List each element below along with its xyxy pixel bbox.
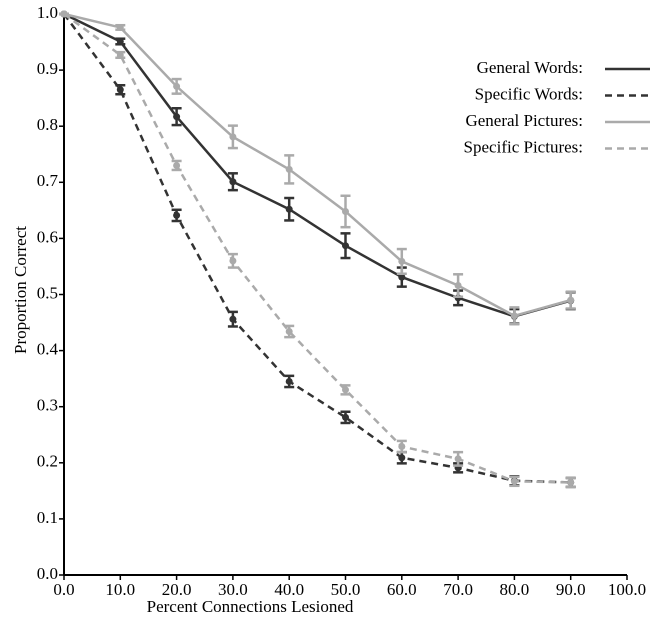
x-tick-label: 100.0 [608,580,646,599]
series-line [63,12,572,318]
point [398,257,406,265]
y-tick-label: 0.7 [37,171,59,190]
point [342,413,349,421]
point [229,178,237,186]
y-tick-label: 0.1 [37,508,58,527]
x-axis-label: Percent Connections Lesioned [147,597,354,616]
point [454,282,462,290]
x-tick-label: 50.0 [331,580,361,599]
series-line [63,12,572,318]
point [398,273,406,281]
x-tick-label: 40.0 [274,580,304,599]
x-tick-label: 20.0 [162,580,192,599]
x-tick-label: 70.0 [443,580,473,599]
x-tick-label: 80.0 [500,580,530,599]
y-tick-label: 1.0 [37,3,58,22]
x-tick-label: 0.0 [53,580,74,599]
point [173,82,181,90]
point [116,37,124,45]
point [285,377,293,385]
legend-label: Specific Words: [475,84,583,103]
y-tick-label: 0.9 [37,59,58,78]
y-tick-label: 0.5 [37,283,58,302]
point [510,477,518,485]
point [60,10,68,18]
y-tick-label: 0.6 [37,227,58,246]
legend-label: General Pictures: [465,111,583,130]
series-line [63,12,571,484]
point [285,328,293,336]
point [229,315,237,323]
point [116,23,124,31]
point [567,296,575,304]
point [173,161,181,169]
x-tick-label: 90.0 [556,580,586,599]
legend-label: Specific Pictures: [464,137,583,156]
y-axis-label: Proportion Correct [11,226,30,354]
point [285,165,293,173]
point [173,211,181,219]
point [173,113,181,121]
point [510,312,518,320]
point [229,257,237,265]
y-tick-label: 0.3 [37,396,58,415]
y-tick-label: 0.8 [37,115,58,134]
point [229,133,237,141]
point [342,386,349,394]
point [342,242,349,250]
y-tick-label: 0.0 [37,564,58,583]
x-tick-label: 30.0 [218,580,248,599]
point [342,207,349,215]
x-tick-label: 10.0 [105,580,135,599]
y-tick-label: 0.4 [37,340,59,359]
point [116,86,124,94]
point [454,455,462,463]
legend-label: General Words: [477,58,583,77]
point [398,454,406,462]
x-tick-label: 60.0 [387,580,417,599]
point [116,51,124,59]
point [398,443,406,451]
y-tick-label: 0.2 [37,452,58,471]
point [285,205,293,213]
point [567,478,575,486]
